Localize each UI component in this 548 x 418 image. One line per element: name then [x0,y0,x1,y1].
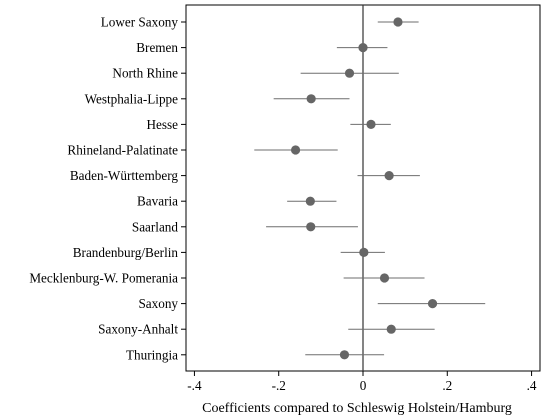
estimate-point [393,17,403,27]
estimate-point [306,222,316,232]
x-tick-label: .2 [442,378,452,393]
category-label: Hesse [147,117,179,132]
estimate-point [339,350,350,360]
category-labels-group: Lower Saxony Bremen North Rhine Westphalia-… [29,15,186,362]
x-axis-title: Coefficients compared to Schleswig Holst… [202,401,512,416]
estimate-point [290,145,301,155]
category-label: Brandenburg/Berlin [73,245,179,260]
x-tick-label: 0 [360,378,367,393]
estimate-point [384,171,394,181]
category-label: Thuringia [126,347,178,362]
confidence-interval-group [254,21,486,356]
estimate-point [306,94,316,104]
estimate-point [379,273,390,283]
estimate-point [366,119,376,129]
category-label: Westphalia-Lippe [85,91,179,106]
estimate-point [359,247,369,257]
category-label: North Rhine [112,66,178,81]
category-label: Saxony-Anhalt [98,322,178,337]
category-label: Bavaria [137,194,178,209]
x-axis-group: -.4 -.2 0 .2 .4 [187,371,537,393]
estimate-points-group [290,17,438,360]
estimate-point [305,196,315,206]
category-label: Lower Saxony [101,15,179,30]
category-label: Mecklenburg-W. Pomerania [29,271,178,286]
x-tick-label: -.4 [187,378,202,393]
category-label: Saarland [132,219,179,234]
category-label: Bremen [136,40,178,55]
estimate-point [386,324,396,334]
estimate-point [344,68,355,78]
x-tick-label: .4 [527,378,537,393]
x-tick-label: -.2 [272,378,286,393]
category-label: Saxony [138,296,178,311]
category-label: Rhineland-Palatinate [67,143,178,158]
estimate-point [358,43,368,53]
estimate-point [427,299,438,309]
category-label: Baden-Württemberg [70,168,179,183]
